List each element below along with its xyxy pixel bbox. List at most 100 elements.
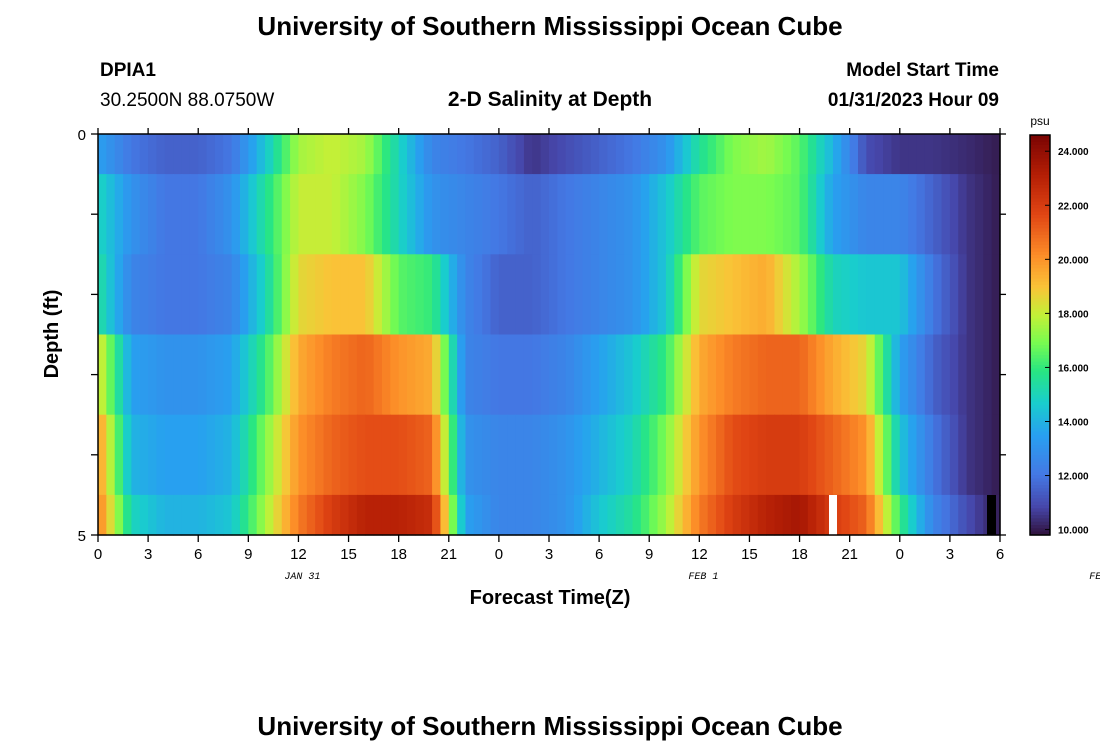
heatmap-cell — [315, 494, 325, 536]
heatmap-cell — [858, 494, 867, 536]
heatmap-cell — [707, 334, 717, 416]
heatmap-cell — [440, 494, 450, 536]
heatmap-cell — [665, 334, 675, 416]
heatmap-cell — [106, 494, 116, 536]
heatmap-cell — [223, 134, 233, 175]
heatmap-cell — [473, 254, 483, 336]
heatmap-cell — [816, 414, 826, 496]
heatmap-cell — [98, 334, 107, 416]
heatmap-cell — [239, 494, 249, 536]
heatmap-cell — [590, 134, 600, 175]
heatmap-cell — [273, 494, 283, 536]
colorbar-segment — [1030, 305, 1050, 309]
heatmap-cell — [816, 334, 826, 416]
heatmap-cell — [315, 334, 325, 416]
colorbar-segment — [1030, 161, 1050, 166]
heatmap-cell — [974, 494, 984, 536]
heatmap-cell — [306, 414, 316, 496]
heatmap-cell — [557, 414, 567, 496]
heatmap-cell — [699, 414, 709, 496]
heatmap-cell — [231, 414, 241, 496]
heatmap-cell — [991, 494, 1001, 536]
heatmap-cell — [156, 174, 166, 255]
heatmap-cell — [774, 494, 784, 536]
heatmap-cell — [657, 414, 667, 496]
heatmap-cell — [874, 174, 884, 255]
heatmap-cell — [657, 254, 667, 336]
heatmap-cell — [565, 254, 575, 336]
colorbar-unit: psu — [1030, 114, 1049, 128]
heatmap-cell — [381, 334, 391, 416]
heatmap-cell — [206, 334, 216, 416]
heatmap-cell — [223, 334, 233, 416]
heatmap-cell — [290, 174, 300, 255]
heatmap-cell — [482, 334, 492, 416]
heatmap-cell — [323, 414, 333, 496]
heatmap-cell — [741, 134, 751, 175]
heatmap-cell — [774, 174, 784, 255]
heatmap-cell — [348, 414, 358, 496]
heatmap-cell — [415, 414, 425, 496]
heatmap-cell — [757, 174, 767, 255]
colorbar-segment — [1030, 155, 1050, 159]
heatmap-cell — [941, 134, 951, 175]
heatmap-cell — [941, 334, 951, 416]
heatmap-cell — [298, 174, 308, 255]
heatmap-cell — [181, 254, 191, 336]
heatmap-cell — [766, 134, 776, 175]
heatmap-cell — [549, 174, 558, 255]
x-tick-label: 9 — [244, 546, 252, 563]
heatmap-cell — [356, 134, 366, 175]
heatmap-cell — [724, 414, 734, 496]
heatmap-cell — [239, 334, 249, 416]
heatmap-cell — [390, 334, 400, 416]
heatmap-cell — [883, 494, 893, 536]
heatmap-cell — [749, 494, 759, 536]
heatmap-cell — [732, 174, 742, 255]
heatmap-cell — [265, 334, 274, 416]
heatmap-cell — [632, 134, 642, 175]
colorbar-segment — [1030, 208, 1050, 213]
heatmap-cell — [749, 174, 759, 255]
heatmap-cell — [983, 334, 993, 416]
colorbar-segment — [1030, 285, 1050, 289]
heatmap-cell — [958, 494, 968, 536]
heatmap-cell — [423, 334, 433, 416]
heatmap-cell — [816, 134, 826, 175]
heatmap-cell — [465, 334, 475, 416]
heatmap-cell — [958, 414, 968, 496]
heatmap-cell — [482, 494, 492, 536]
heatmap-cell — [690, 254, 700, 336]
heatmap-cell — [966, 494, 976, 536]
heatmap-cell — [665, 134, 675, 175]
heatmap-cell — [607, 494, 617, 536]
heatmap-cell — [398, 414, 408, 496]
heatmap-cell — [933, 414, 943, 496]
heatmap-cell — [858, 334, 867, 416]
heatmap-cell — [565, 134, 575, 175]
heatmap-cell — [323, 334, 333, 416]
heatmap-cell — [841, 414, 851, 496]
heatmap-cell — [574, 414, 584, 496]
heatmap-cell — [933, 494, 943, 536]
heatmap-cell — [891, 134, 901, 175]
heatmap-cell — [148, 414, 158, 496]
heatmap-cell — [557, 334, 567, 416]
colorbar-segment — [1030, 475, 1050, 479]
heatmap-cell — [331, 414, 341, 496]
heatmap-cell — [407, 134, 416, 175]
heatmap-cell — [114, 334, 124, 416]
heatmap-cell — [273, 414, 283, 496]
heatmap-cell — [682, 174, 692, 255]
heatmap-cell — [916, 134, 926, 175]
heatmap-cell — [549, 414, 558, 496]
colorbar-tick-label: 20.000 — [1058, 255, 1089, 266]
model-start-value: 01/31/2023 Hour 09 — [828, 90, 999, 111]
heatmap-cell — [883, 254, 893, 336]
heatmap-cell — [832, 414, 842, 496]
heatmap-cell — [732, 334, 742, 416]
colorbar-segment — [1030, 441, 1050, 446]
x-tick-label: 18 — [791, 546, 808, 563]
heatmap-cell — [574, 254, 584, 336]
heatmap-cell — [248, 494, 258, 536]
